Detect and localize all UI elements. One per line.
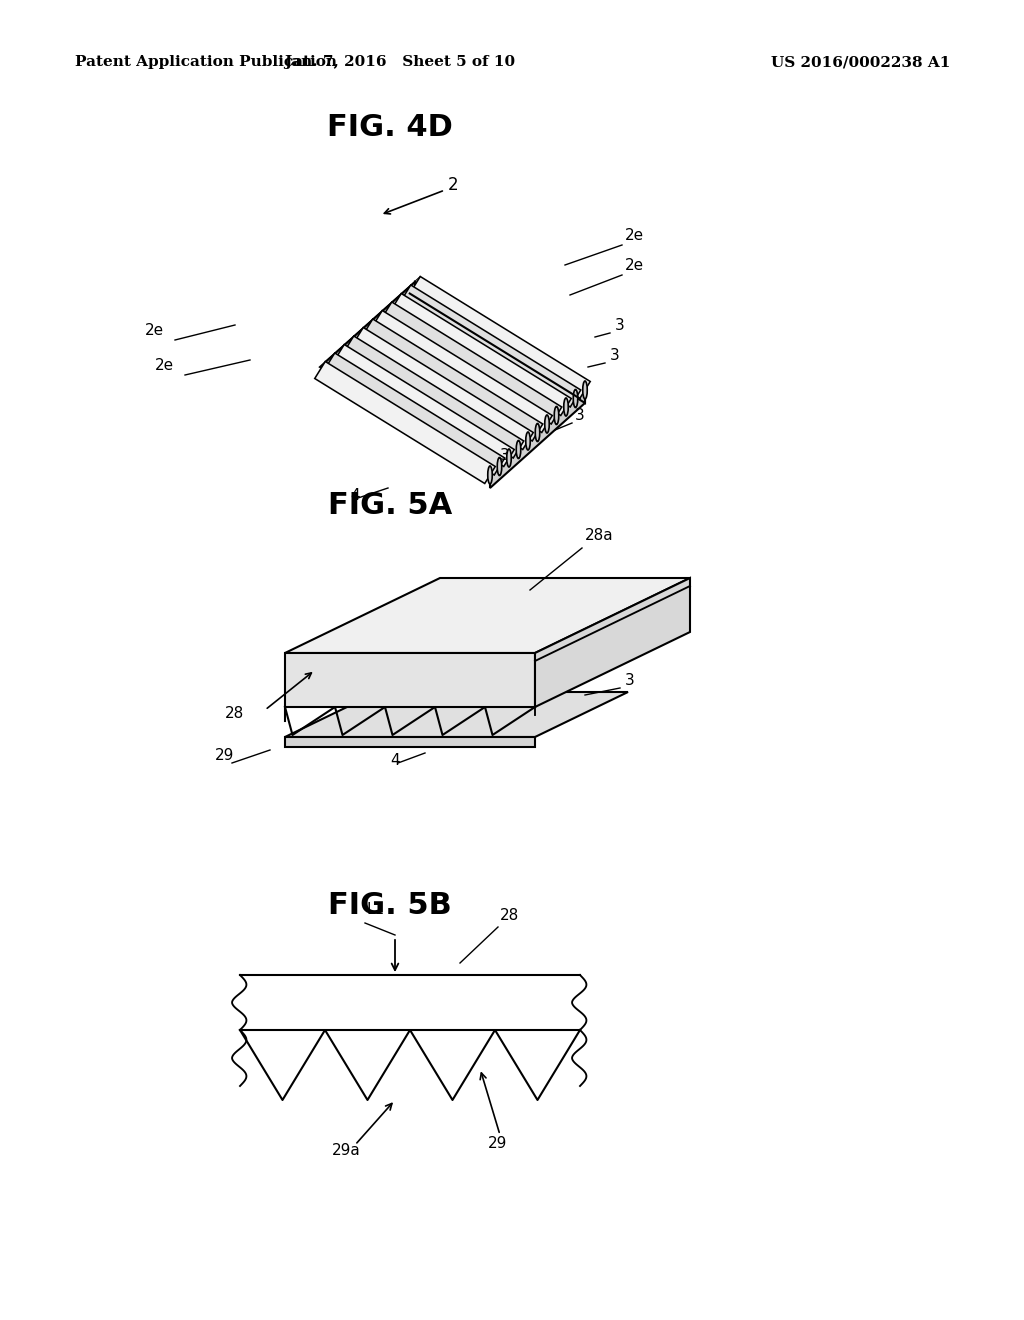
- Ellipse shape: [554, 407, 559, 425]
- Polygon shape: [325, 352, 505, 475]
- Text: 29: 29: [488, 1137, 507, 1151]
- Text: FIG. 4D: FIG. 4D: [327, 114, 453, 143]
- Text: 2e: 2e: [155, 358, 174, 374]
- Polygon shape: [415, 282, 585, 403]
- Ellipse shape: [573, 389, 578, 408]
- Text: 28: 28: [225, 706, 245, 721]
- Polygon shape: [381, 302, 562, 424]
- Text: 29: 29: [215, 748, 234, 763]
- Ellipse shape: [564, 399, 568, 416]
- Text: US 2016/0002238 A1: US 2016/0002238 A1: [771, 55, 950, 69]
- Ellipse shape: [545, 414, 549, 433]
- Polygon shape: [285, 653, 535, 708]
- Polygon shape: [319, 282, 585, 473]
- Text: 2e: 2e: [145, 323, 164, 338]
- Polygon shape: [535, 578, 690, 708]
- Text: 28a: 28a: [585, 528, 613, 543]
- Text: 4: 4: [350, 488, 359, 503]
- Polygon shape: [410, 276, 590, 399]
- Polygon shape: [352, 327, 534, 450]
- Polygon shape: [334, 345, 514, 466]
- Text: 4: 4: [390, 752, 399, 768]
- Polygon shape: [314, 362, 496, 483]
- Text: FIG. 5B: FIG. 5B: [328, 891, 452, 920]
- Text: 3: 3: [575, 408, 585, 422]
- Text: 2e: 2e: [625, 228, 644, 243]
- Text: 3: 3: [500, 447, 510, 463]
- Text: 2: 2: [449, 176, 459, 194]
- Ellipse shape: [507, 449, 511, 467]
- Polygon shape: [372, 310, 552, 433]
- Text: 28: 28: [500, 908, 519, 923]
- Polygon shape: [285, 692, 628, 737]
- Ellipse shape: [525, 432, 530, 450]
- Text: FIG. 5A: FIG. 5A: [328, 491, 453, 520]
- Text: L1: L1: [367, 902, 385, 917]
- Polygon shape: [490, 387, 585, 488]
- Text: Patent Application Publication: Patent Application Publication: [75, 55, 337, 69]
- Polygon shape: [362, 319, 543, 441]
- Ellipse shape: [583, 381, 587, 399]
- Ellipse shape: [516, 441, 521, 458]
- Ellipse shape: [487, 466, 493, 484]
- Text: Jan. 7, 2016   Sheet 5 of 10: Jan. 7, 2016 Sheet 5 of 10: [285, 55, 515, 69]
- Text: 3: 3: [615, 318, 625, 333]
- Polygon shape: [391, 293, 571, 416]
- Polygon shape: [285, 737, 535, 747]
- Ellipse shape: [498, 458, 502, 475]
- Polygon shape: [343, 337, 523, 458]
- Polygon shape: [285, 578, 690, 653]
- Text: 29a: 29a: [332, 1143, 360, 1158]
- Text: 2e: 2e: [625, 257, 644, 273]
- Text: 3: 3: [625, 673, 635, 688]
- Text: 3: 3: [610, 348, 620, 363]
- Ellipse shape: [536, 424, 540, 441]
- Polygon shape: [400, 285, 581, 407]
